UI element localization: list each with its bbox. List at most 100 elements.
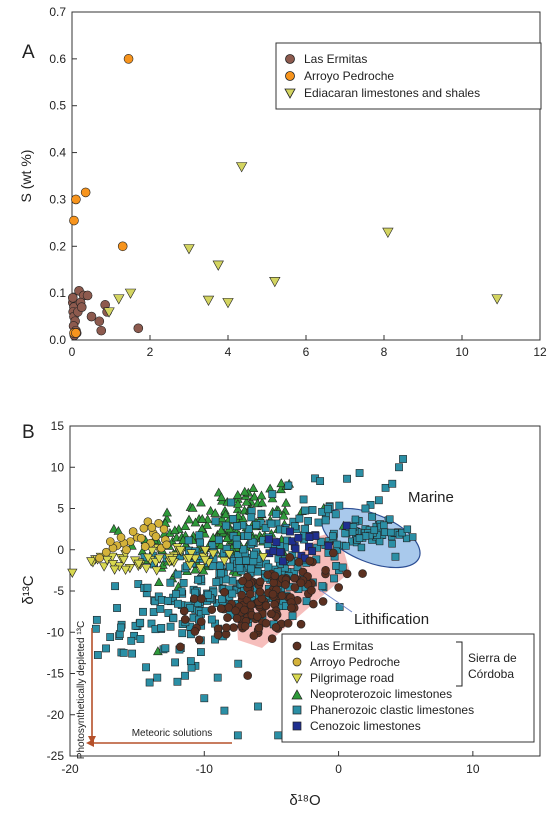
data-point	[283, 619, 293, 628]
data-point	[190, 517, 201, 527]
data-point	[109, 565, 120, 575]
data-point	[184, 536, 193, 545]
data-point	[268, 490, 277, 498]
data-point	[245, 589, 255, 599]
data-point	[316, 537, 325, 546]
data-point	[229, 514, 237, 523]
data-point	[141, 564, 152, 574]
data-point	[284, 481, 293, 490]
data-point	[334, 583, 343, 592]
data-point	[183, 244, 195, 255]
data-point	[174, 599, 182, 608]
panel-a-label: A	[22, 42, 35, 63]
data-point	[301, 506, 310, 515]
data-point	[220, 706, 229, 715]
data-point	[246, 600, 256, 610]
data-point	[162, 507, 172, 517]
data-point	[253, 612, 262, 621]
data-point	[71, 194, 81, 205]
data-point	[147, 523, 157, 532]
panel-b-x-ticks: -20 -10 0 10	[61, 751, 480, 776]
data-point	[169, 614, 178, 623]
data-point	[149, 608, 158, 616]
data-point	[185, 561, 196, 571]
data-point	[258, 553, 269, 563]
data-point	[234, 659, 243, 668]
data-point	[133, 323, 144, 334]
data-point	[330, 574, 338, 583]
data-point	[180, 615, 190, 624]
data-point	[351, 515, 360, 524]
data-point	[242, 556, 251, 565]
data-point	[140, 542, 150, 551]
data-point	[274, 731, 283, 740]
data-point	[268, 589, 278, 599]
data-point	[355, 469, 364, 477]
panel-b-legend-box	[281, 633, 535, 743]
data-point	[381, 483, 390, 492]
legend-b-group-label-line2: Córdoba	[468, 667, 514, 681]
data-point	[229, 623, 238, 632]
data-point	[184, 514, 194, 524]
data-point	[218, 595, 226, 604]
data-point	[240, 621, 250, 631]
x-tick-label: 10	[455, 345, 469, 359]
data-point	[261, 618, 271, 628]
data-point	[200, 546, 211, 556]
data-point	[96, 325, 107, 336]
data-point	[92, 615, 101, 624]
data-point	[318, 597, 328, 606]
data-point	[491, 294, 503, 305]
data-point	[247, 564, 255, 573]
data-point	[212, 260, 224, 271]
data-point	[357, 543, 366, 552]
data-point	[213, 630, 223, 640]
data-point	[248, 483, 259, 493]
data-point	[80, 187, 91, 198]
data-point	[247, 513, 256, 522]
data-point	[153, 673, 162, 682]
legend-a-las-ermitas-marker	[285, 54, 295, 64]
data-point	[202, 520, 212, 529]
panel-a-legend: Las Ermitas Arroyo Pedroche Ediacaran li…	[275, 42, 542, 110]
data-point	[272, 538, 281, 546]
data-point	[159, 524, 169, 534]
photosynthetic-label: Photosynthetically depleted ¹³C	[76, 621, 87, 759]
data-point	[189, 554, 201, 564]
data-point	[195, 564, 206, 574]
legend-b-phanerozoic-label: Phanerozoic clastic limestones	[310, 703, 474, 717]
data-point	[190, 564, 201, 574]
legend-b-las-ermitas-marker	[292, 641, 302, 651]
data-point	[142, 553, 154, 563]
meteoric-label: Meteoric solutions	[132, 728, 213, 739]
data-point	[380, 521, 388, 529]
x-tick-label: 10	[466, 762, 480, 776]
y-tick-label: -10	[47, 625, 65, 639]
x-tick-label: 0	[69, 345, 76, 359]
data-point	[261, 601, 271, 611]
data-point	[324, 505, 332, 514]
panel-a-y-ticks: 0.0 0.1 0.2 0.3 0.4 0.5 0.6 0.7	[49, 5, 77, 347]
data-point	[118, 555, 129, 566]
data-point	[128, 527, 138, 536]
data-point	[257, 497, 268, 507]
data-point	[82, 290, 93, 301]
legend-b-group-label-line1: Sierra de	[468, 651, 517, 665]
data-point	[233, 522, 241, 531]
y-tick-label: 0.0	[49, 333, 66, 347]
data-point	[355, 534, 364, 542]
x-tick-label: 4	[225, 345, 232, 359]
lithification-label: Lithification	[354, 611, 429, 628]
data-point	[107, 559, 119, 570]
data-point	[272, 510, 281, 519]
data-point	[299, 495, 308, 504]
data-point	[290, 522, 299, 531]
data-point	[270, 571, 280, 581]
data-point	[321, 516, 330, 525]
data-point	[309, 599, 318, 609]
data-point	[111, 582, 119, 591]
data-point	[285, 553, 295, 562]
data-point	[67, 293, 78, 303]
data-point	[295, 514, 304, 523]
data-point	[244, 531, 252, 540]
